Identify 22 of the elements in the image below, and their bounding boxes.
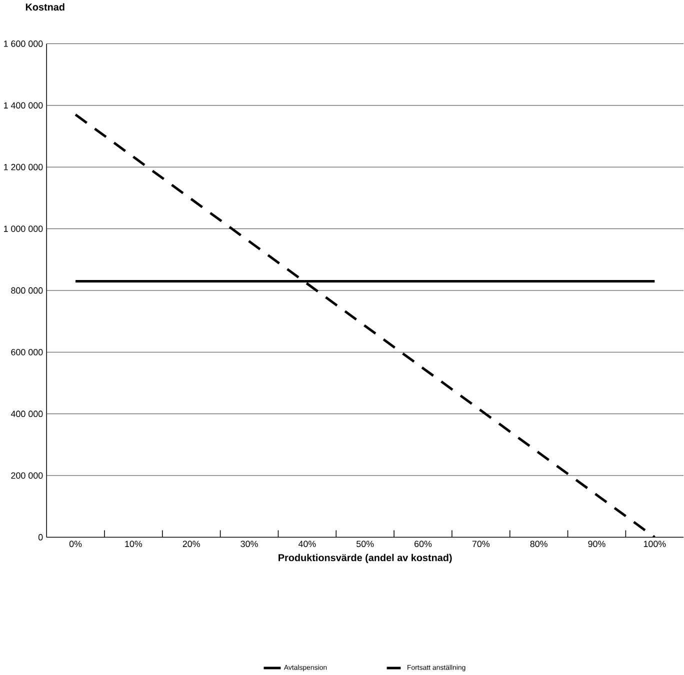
y-tick-label: 600 000 — [11, 348, 43, 356]
x-tick-label: 70% — [472, 540, 490, 547]
y-tick-label: 1 000 000 — [4, 225, 43, 232]
x-tick-label: 0% — [69, 540, 82, 547]
x-tick-label: 40% — [298, 540, 316, 547]
x-tick-label: 30% — [240, 540, 258, 547]
x-tick-label: 90% — [588, 540, 606, 547]
y-tick-label: 1 600 000 — [4, 40, 43, 47]
y-axis-title: Kostnad — [26, 3, 64, 10]
x-tick-label: 80% — [530, 540, 548, 547]
x-tick-label: 20% — [182, 540, 200, 547]
x-tick-label: 50% — [356, 540, 374, 547]
x-tick-label: 10% — [125, 540, 142, 547]
x-tick-label: 60% — [414, 540, 432, 547]
x-tick-label: 100% — [644, 540, 666, 547]
y-tick-label: 400 000 — [10, 410, 43, 417]
y-tick-label: 1 200 000 — [4, 164, 43, 170]
y-tick-label: 1 400 000 — [4, 102, 43, 108]
y-tick-label: 200 000 — [11, 472, 43, 479]
y-tick-label: 0 — [38, 534, 43, 540]
x-axis-title: Produktionsvärde (andel av kostnad) — [278, 554, 452, 564]
y-tick-label: 800 000 — [11, 287, 43, 294]
